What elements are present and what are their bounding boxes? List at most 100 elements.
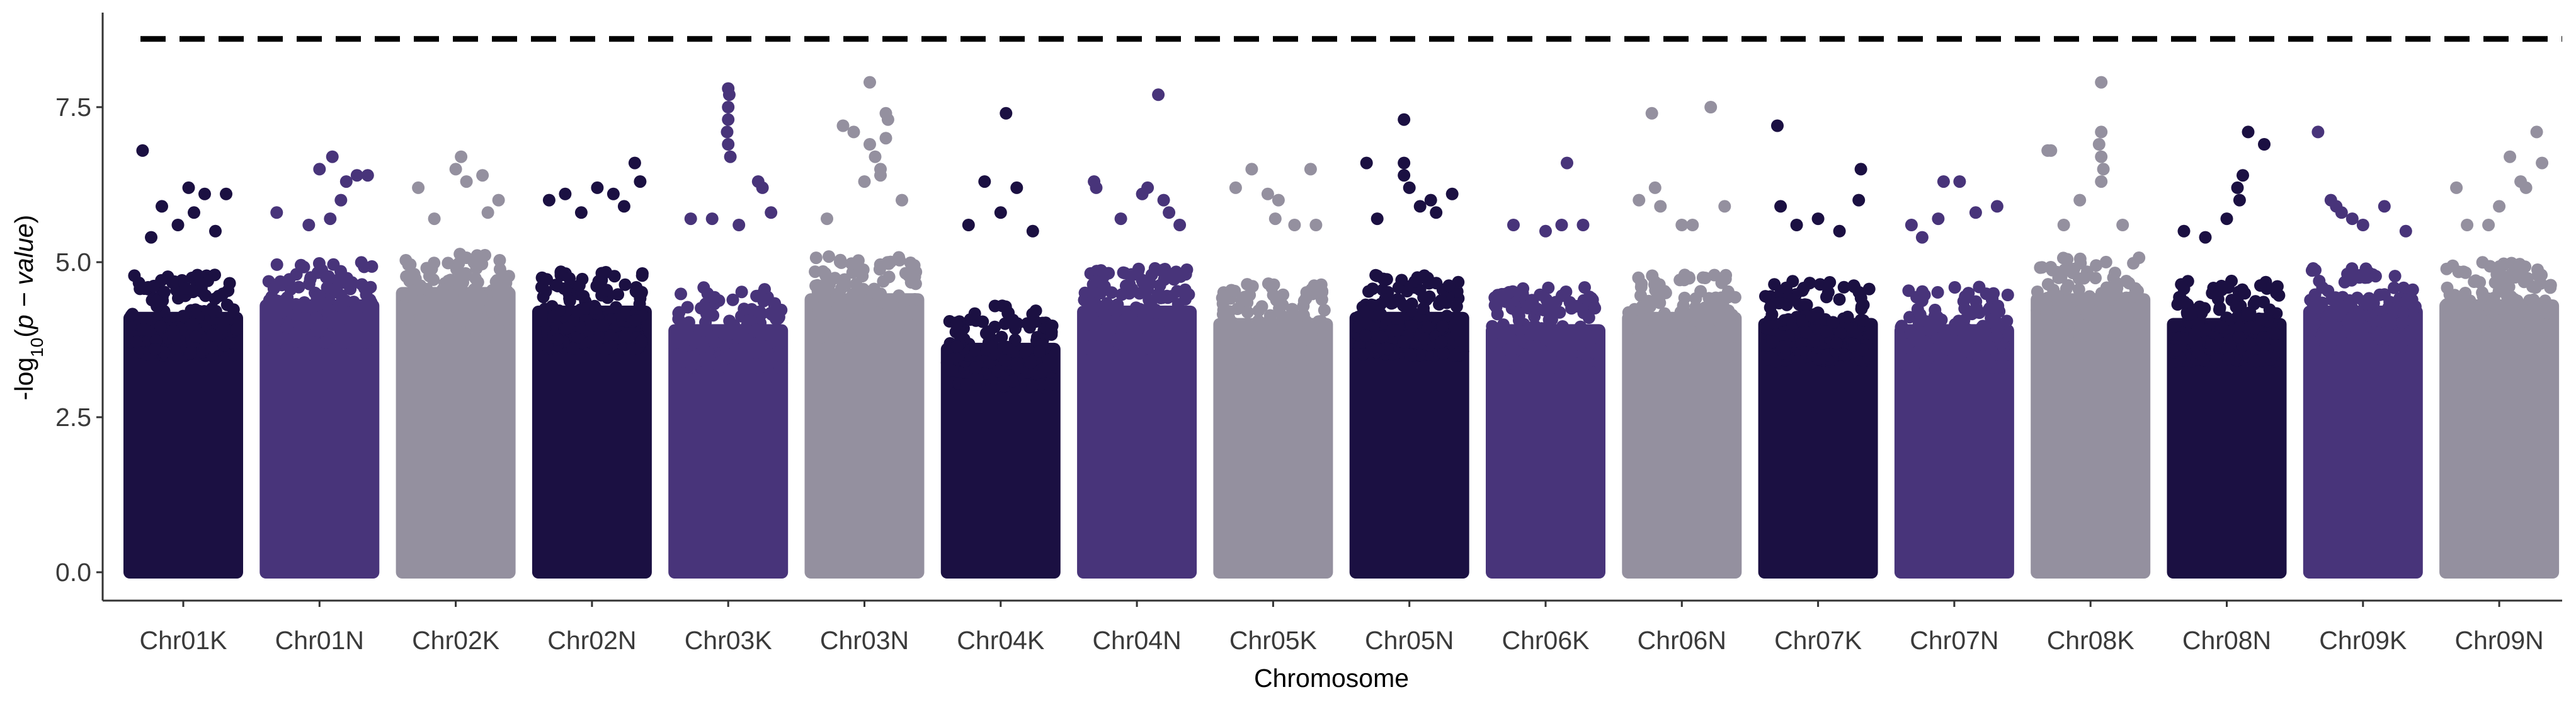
snp-point (1148, 262, 1161, 275)
snp-point (1390, 324, 1403, 337)
snp-point (2382, 301, 2395, 314)
snp-point (2221, 343, 2235, 356)
snp-outlier-point (1309, 219, 1323, 231)
snp-outlier-point (863, 138, 876, 151)
snp-point (845, 313, 858, 326)
snp-point (267, 333, 280, 346)
snp-point (571, 330, 584, 343)
snp-outlier-point (994, 206, 1007, 219)
snp-point (2351, 291, 2364, 304)
snp-outlier-point (1937, 175, 1950, 188)
snp-point (130, 335, 143, 349)
snp-point (2090, 259, 2103, 272)
snp-point (476, 313, 489, 326)
snp-point (837, 277, 850, 290)
snp-point (616, 342, 629, 355)
snp-outlier-point (1413, 200, 1427, 213)
snp-point (441, 315, 454, 328)
snp-outlier-point (1245, 163, 1258, 176)
snp-outlier-point (2258, 138, 2271, 151)
snp-point (1726, 308, 1739, 321)
snp-point (323, 316, 336, 330)
snp-outlier-point (361, 169, 374, 182)
snp-point (2359, 336, 2372, 349)
snp-point (773, 347, 787, 360)
snp-outlier-point (2345, 212, 2359, 226)
snp-outlier-point (1633, 193, 1646, 207)
snp-point (1915, 294, 1929, 308)
snp-point (1931, 311, 1944, 324)
snp-outlier-point (1403, 181, 1416, 194)
snp-point (600, 342, 613, 355)
snp-outlier-point (1932, 212, 1945, 226)
snp-point (2123, 277, 2136, 290)
snp-point (1316, 325, 1330, 338)
snp-point (1133, 287, 1146, 300)
snp-point (551, 333, 564, 346)
snp-point (1369, 308, 1382, 321)
snp-point (1233, 321, 1246, 335)
snp-point (1006, 313, 1020, 326)
snp-point (1225, 284, 1238, 297)
snp-point (1180, 263, 1194, 276)
snp-outlier-point (1430, 206, 1443, 219)
snp-point (289, 297, 302, 311)
snp-outlier-point (1424, 193, 1437, 207)
snp-point (1098, 280, 1111, 293)
snp-point (904, 257, 917, 269)
snp-point (1215, 328, 1228, 342)
snp-point (1707, 311, 1720, 324)
snp-point (1627, 314, 1641, 328)
snp-point (2090, 330, 2103, 343)
snp-point (1535, 322, 1548, 335)
snp-point (1895, 354, 1908, 367)
x-tick-label: Chr04N (1092, 626, 1181, 655)
chromosome-column-chr08k (2031, 293, 2151, 579)
snp-point (1864, 349, 1878, 362)
snp-point (2061, 279, 2075, 292)
snp-point (1263, 309, 1277, 322)
snp-point (1709, 301, 1722, 314)
snp-point (2087, 292, 2100, 306)
snp-point (1273, 302, 1286, 315)
snp-point (1653, 296, 1667, 309)
snp-point (469, 272, 482, 285)
snp-point (2061, 253, 2074, 266)
snp-point (907, 328, 920, 341)
x-tick-label: Chr07N (1910, 626, 1998, 655)
y-tick-label: 7.5 (55, 93, 91, 122)
snp-point (2531, 263, 2544, 276)
snp-point (2468, 325, 2482, 338)
snp-point (1091, 340, 1105, 353)
snp-point (1022, 366, 1035, 379)
snp-point (668, 361, 681, 374)
snp-point (726, 293, 739, 306)
snp-point (1766, 335, 1779, 349)
snp-point (697, 324, 710, 337)
snp-point (230, 323, 243, 336)
snp-point (1366, 282, 1379, 296)
snp-point (1217, 304, 1230, 316)
snp-point (2225, 274, 2238, 287)
x-tick-label: Chr01N (275, 626, 364, 655)
snp-outlier-point (1771, 119, 1784, 132)
snp-point (1576, 347, 1590, 360)
x-tick-label: Chr05K (1229, 626, 1317, 655)
snp-point (1542, 281, 1555, 294)
snp-point (2477, 314, 2490, 328)
snp-point (1247, 338, 1260, 352)
chromosome-column-chr05k (1213, 318, 1333, 579)
snp-point (444, 274, 457, 287)
snp-point (2230, 301, 2243, 314)
snp-point (1704, 343, 1717, 357)
snp-point (1155, 338, 1168, 351)
snp-outlier-point (2242, 125, 2255, 139)
snp-point (846, 288, 859, 301)
snp-point (1045, 325, 1058, 338)
snp-point (1678, 291, 1691, 304)
snp-point (2244, 321, 2257, 334)
snp-point (2396, 306, 2410, 320)
snp-outlier-point (1026, 224, 1039, 238)
snp-point (425, 296, 438, 309)
